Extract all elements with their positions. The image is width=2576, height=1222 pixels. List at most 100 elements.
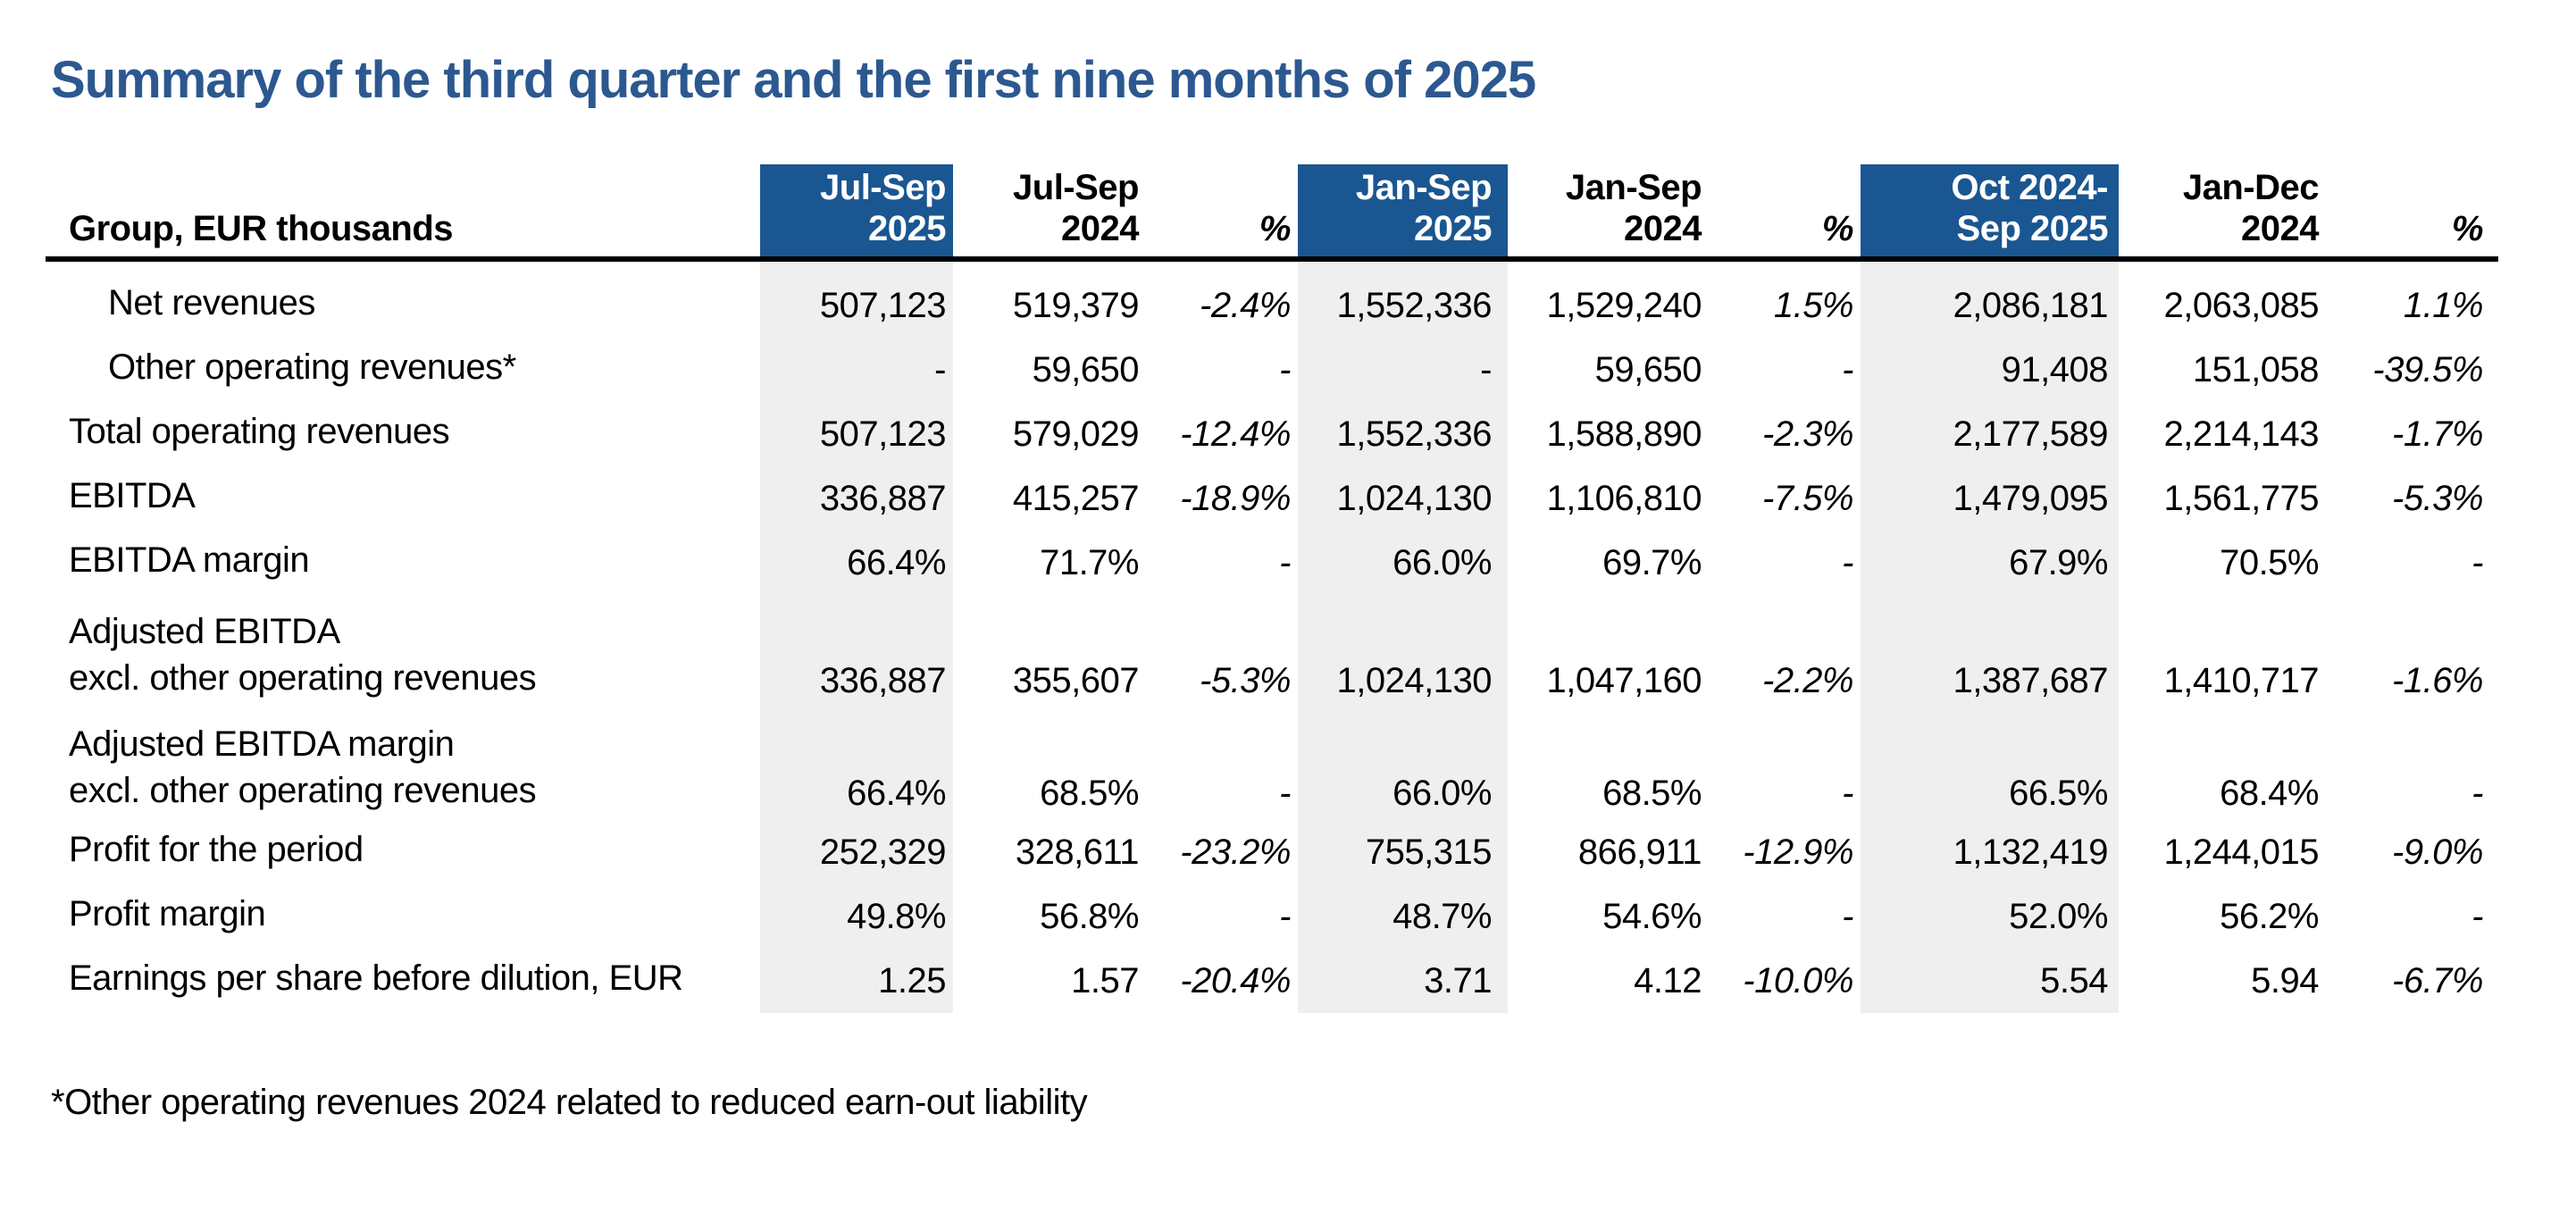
value-cell-jul_sep_2024: 56.8% xyxy=(1040,896,1139,936)
value-cell-pct_9m: - xyxy=(1842,773,1853,813)
col-header-jan-sep-2025: Jan-Sep 2025 xyxy=(1298,163,1508,262)
row-label: Total operating revenues xyxy=(69,411,450,451)
value-cell-pct_q3: -2.4% xyxy=(1200,285,1292,325)
value-cell-pct_ltm: 1.1% xyxy=(2403,285,2484,325)
col-header-line1: Jan-Dec xyxy=(2182,167,2320,207)
value-cell-pct_ltm: - xyxy=(2471,542,2483,582)
col-header-line1: Jul-Sep xyxy=(1013,167,1139,207)
value-cell-oct24_sep25: 1,387,687 xyxy=(1861,594,2119,707)
value-cell-jul_sep_2024: 415,257 xyxy=(1012,478,1140,518)
row-label: Adjusted EBITDA excl. other operating rev… xyxy=(46,595,760,707)
row-label-line1: Adjusted EBITDA margin xyxy=(69,724,455,764)
col-header-line2: 2025 xyxy=(868,208,946,248)
col-header-line2: % xyxy=(2451,208,2484,248)
value-cell-jul_sep_2025: 66.4% xyxy=(760,707,953,820)
value-cell-pct_q3: -12.4% xyxy=(1180,414,1291,454)
value-cell-jan_sep_2025: 66.0% xyxy=(1298,530,1508,595)
value-cell-pct_9m: -10.0% xyxy=(1743,960,1853,1000)
value-cell-pct_q3: -5.3% xyxy=(1200,660,1292,700)
value-cell-jul_sep_2024: 328,611 xyxy=(1015,832,1140,872)
value-cell-jan_sep_2024: 59,650 xyxy=(1594,349,1702,389)
value-cell-pct_ltm: -1.6% xyxy=(2392,660,2484,700)
value-cell-oct24_sep25: 5.54 xyxy=(1861,948,2119,1013)
value-cell-jan_sep_2024: 1,588,890 xyxy=(1546,414,1702,454)
value-cell-pct_9m: - xyxy=(1842,542,1853,582)
value-cell-jul_sep_2025: 1.25 xyxy=(760,948,953,1013)
value-cell-oct24_sep25: 1,479,095 xyxy=(1861,465,2119,531)
table-row: Total operating revenues 507,123 579,029 -1… xyxy=(46,401,2498,466)
value-cell-jan_sep_2025: 1,024,130 xyxy=(1298,465,1508,531)
value-cell-jan_dec_2024: 151,058 xyxy=(2192,349,2320,389)
value-cell-jan_sep_2025: 755,315 xyxy=(1298,819,1508,884)
col-header-pct-9m: % xyxy=(1709,163,1861,262)
col-header-line2: % xyxy=(1259,208,1292,248)
value-cell-jul_sep_2025: - xyxy=(760,337,953,402)
row-label-line2: excl. other operating revenues xyxy=(69,770,537,810)
value-cell-jan_sep_2024: 69.7% xyxy=(1602,542,1702,582)
value-cell-jan_dec_2024: 1,561,775 xyxy=(2163,478,2320,518)
table-row: Adjusted EBITDA margin excl. other operat… xyxy=(46,707,2498,820)
value-cell-jan_dec_2024: 1,410,717 xyxy=(2163,660,2320,700)
value-cell-jan_sep_2025: 3.71 xyxy=(1298,948,1508,1013)
value-cell-jan_dec_2024: 56.2% xyxy=(2220,896,2319,936)
page-title: Summary of the third quarter and the fir… xyxy=(51,51,1536,109)
table-row: Earnings per share before dilution, EUR 1… xyxy=(46,948,2498,1013)
col-header-jan-dec-2024: Jan-Dec 2024 xyxy=(2119,163,2326,262)
value-cell-jan_dec_2024: 68.4% xyxy=(2220,773,2319,813)
financial-summary-table: Group, EUR thousands Jul-Sep 2025 Jul-Se… xyxy=(46,163,2498,1013)
value-cell-jan_sep_2025: 66.0% xyxy=(1298,707,1508,820)
row-label-line2: excl. other operating revenues xyxy=(69,657,537,698)
col-header-line1: Jan-Sep xyxy=(1355,167,1493,207)
value-cell-pct_q3: - xyxy=(1279,542,1291,582)
value-cell-jan_sep_2025: 1,024,130 xyxy=(1298,594,1508,707)
row-label: EBITDA xyxy=(69,475,196,515)
value-cell-jan_sep_2024: 68.5% xyxy=(1602,773,1702,813)
table-row: Net revenues 507,123 519,379 -2.4% 1,552,336… xyxy=(46,258,2498,338)
value-cell-jul_sep_2024: 59,650 xyxy=(1032,349,1140,389)
value-cell-oct24_sep25: 52.0% xyxy=(1861,883,2119,949)
value-cell-pct_q3: - xyxy=(1279,349,1291,389)
footnote: *Other operating revenues 2024 related t… xyxy=(51,1082,1088,1122)
row-label: Profit margin xyxy=(69,893,266,933)
col-header-line1: Jul-Sep xyxy=(820,167,946,207)
col-header-pct-ltm: % xyxy=(2326,163,2498,262)
value-cell-jul_sep_2024: 579,029 xyxy=(1012,414,1140,454)
value-cell-pct_q3: - xyxy=(1279,773,1291,813)
value-cell-pct_9m: 1.5% xyxy=(1773,285,1854,325)
value-cell-jul_sep_2025: 336,887 xyxy=(760,465,953,531)
row-label-line1: Adjusted EBITDA xyxy=(69,611,340,651)
value-cell-jan_sep_2024: 1,106,810 xyxy=(1546,478,1702,518)
table-header: Group, EUR thousands Jul-Sep 2025 Jul-Se… xyxy=(46,163,2498,262)
value-cell-jan_sep_2025: - xyxy=(1298,337,1508,402)
col-header-group-label: Group, EUR thousands xyxy=(46,163,760,262)
header-row: Group, EUR thousands Jul-Sep 2025 Jul-Se… xyxy=(46,163,2498,262)
value-cell-oct24_sep25: 67.9% xyxy=(1861,530,2119,595)
value-cell-pct_ltm: -39.5% xyxy=(2372,349,2483,389)
table-row: Profit margin 49.8% 56.8% -48.7% 54.6% -52.0%… xyxy=(46,883,2498,949)
value-cell-pct_9m: - xyxy=(1842,349,1853,389)
value-cell-jan_sep_2025: 48.7% xyxy=(1298,883,1508,949)
value-cell-jul_sep_2024: 519,379 xyxy=(1012,285,1140,325)
value-cell-jan_dec_2024: 2,063,085 xyxy=(2163,285,2320,325)
col-header-line1: Jan-Sep xyxy=(1565,167,1702,207)
value-cell-pct_q3: - xyxy=(1279,896,1291,936)
col-header-jul-sep-2024: Jul-Sep 2024 xyxy=(953,163,1146,262)
table-row: EBITDA margin 66.4% 71.7% -66.0% 69.7% -67.9%… xyxy=(46,530,2498,595)
value-cell-pct_ltm: -1.7% xyxy=(2392,414,2484,454)
col-header-line2: 2025 xyxy=(1414,208,1492,248)
value-cell-pct_ltm: -9.0% xyxy=(2392,832,2484,872)
row-label: Profit for the period xyxy=(69,829,364,869)
table-row: Profit for the period 252,329 328,611 -23.2… xyxy=(46,819,2498,884)
value-cell-jul_sep_2024: 68.5% xyxy=(1040,773,1139,813)
value-cell-pct_q3: -18.9% xyxy=(1180,478,1291,518)
value-cell-jul_sep_2025: 336,887 xyxy=(760,594,953,707)
value-cell-pct_9m: -2.3% xyxy=(1762,414,1854,454)
row-label: Net revenues xyxy=(108,282,315,322)
col-header-line2: % xyxy=(1821,208,1854,248)
value-cell-jul_sep_2025: 507,123 xyxy=(760,258,953,338)
value-cell-pct_9m: -2.2% xyxy=(1762,660,1854,700)
col-header-line2: 2024 xyxy=(1624,208,1702,248)
value-cell-pct_ltm: -6.7% xyxy=(2392,960,2484,1000)
value-cell-jul_sep_2024: 71.7% xyxy=(1040,542,1139,582)
table-row: Adjusted EBITDA excl. other operating rev… xyxy=(46,594,2498,707)
